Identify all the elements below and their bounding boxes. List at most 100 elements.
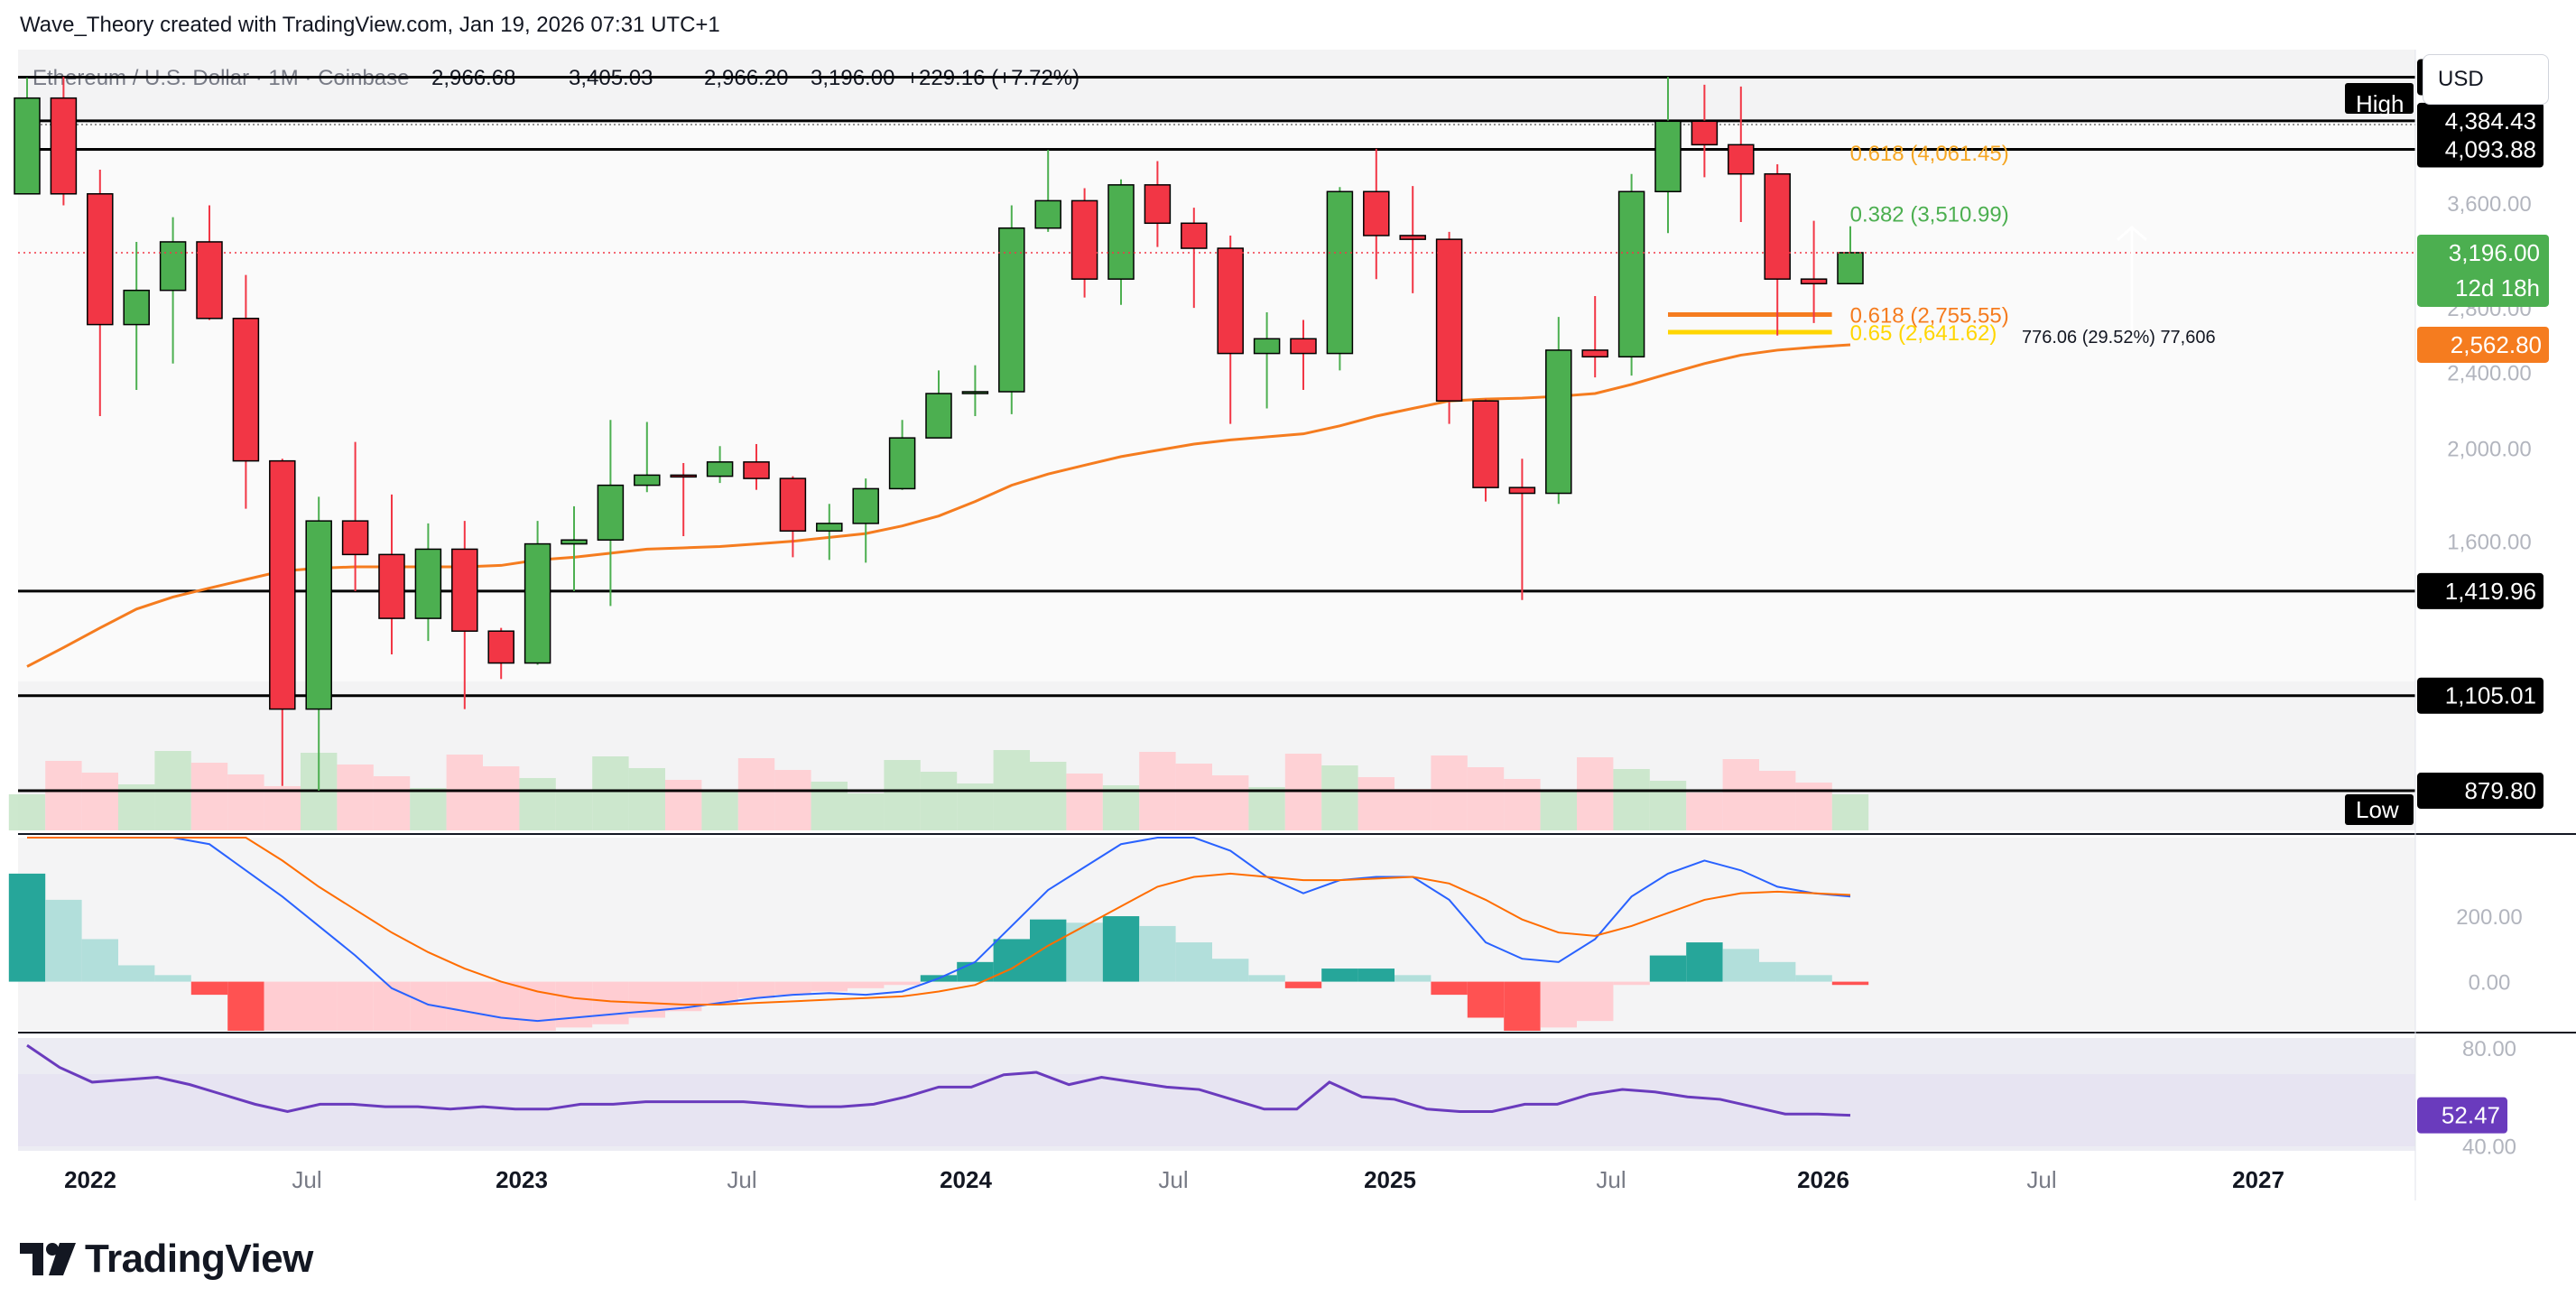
macd-bar xyxy=(1212,959,1249,982)
macd-bar xyxy=(811,981,848,992)
currency-button[interactable]: USD xyxy=(2423,54,2549,105)
macd-bar xyxy=(483,981,520,1031)
candle-down xyxy=(269,459,296,710)
candle-up xyxy=(1837,252,1864,285)
macd-bar xyxy=(848,981,885,988)
candle-down xyxy=(1581,349,1608,358)
high-marker-text: High xyxy=(2356,90,2404,117)
volume-bar xyxy=(701,792,738,830)
macd-bar xyxy=(1759,961,1796,982)
macd-bar xyxy=(81,939,118,982)
candle-down xyxy=(451,548,478,632)
macd-bar xyxy=(301,981,338,1031)
macd-bar xyxy=(1139,925,1176,982)
candle-down xyxy=(1070,199,1098,280)
candle-down xyxy=(1691,120,1719,146)
candle-up xyxy=(816,523,843,533)
macd-bar xyxy=(1321,968,1358,982)
volume-bar xyxy=(1686,792,1723,830)
level-label-bg xyxy=(2417,773,2544,810)
level-label-bg xyxy=(2417,572,2544,609)
volume-bar xyxy=(1431,755,1468,830)
volume-bar xyxy=(1248,787,1285,830)
volume-bar xyxy=(8,794,46,830)
rsi-axis-tick: 40.00 xyxy=(2462,1135,2516,1160)
candle-down xyxy=(779,477,807,533)
candle-up xyxy=(159,241,187,292)
macd-bar xyxy=(1613,981,1650,986)
candle-down xyxy=(1472,400,1499,488)
macd-bar xyxy=(337,981,374,1031)
x-axis-label: Jul xyxy=(727,1166,756,1193)
volume-bar xyxy=(81,773,118,830)
macd-bar xyxy=(227,981,264,1031)
volume-bar xyxy=(1649,781,1687,830)
macd-bar xyxy=(1795,975,1832,982)
macd-bar xyxy=(774,981,811,996)
level-label-bg xyxy=(2417,131,2544,168)
volume-bar xyxy=(774,770,811,830)
volume-bar xyxy=(1357,777,1395,830)
candle-down xyxy=(1217,247,1244,355)
candle-up xyxy=(123,289,150,326)
high-marker-bg xyxy=(2345,83,2414,114)
volume-bar xyxy=(446,755,483,830)
price-axis-tick: 1,600.00 xyxy=(2447,531,2531,555)
macd-bar xyxy=(8,873,46,982)
signal-line xyxy=(27,837,1851,1006)
macd-bar xyxy=(1504,981,1541,1031)
macd-bar xyxy=(555,981,593,1028)
macd-bar xyxy=(446,981,483,1031)
macd-histogram xyxy=(8,873,1869,1031)
candle-down xyxy=(670,474,697,478)
tradingview-logo[interactable]: TradingView xyxy=(20,1237,313,1282)
volume-bar xyxy=(1175,764,1212,830)
macd-bar xyxy=(1431,981,1468,996)
candle-down xyxy=(1764,172,1791,280)
volume-bar xyxy=(45,761,82,830)
rsi-value-label-bg xyxy=(2417,1097,2507,1134)
macd-bar xyxy=(737,981,775,998)
macd-bar xyxy=(1175,942,1212,982)
volume-bar xyxy=(483,766,520,830)
low-marker-text: Low xyxy=(2356,796,2399,823)
price-axis-tick: 2,400.00 xyxy=(2447,361,2531,385)
macd-bar xyxy=(592,981,629,1024)
candle-up xyxy=(1654,120,1682,193)
ema-value-label: 2,562.80 xyxy=(2451,331,2542,358)
macd-bar xyxy=(1686,942,1723,982)
x-axis-label: Jul xyxy=(2026,1166,2056,1193)
candle-up xyxy=(561,539,588,545)
volume-bar xyxy=(811,782,848,830)
macd-bar xyxy=(1395,975,1432,982)
level-label: 4,093.88 xyxy=(2445,136,2536,163)
candle-up xyxy=(888,437,916,490)
candle-up xyxy=(852,487,879,524)
fib-label: 0.618 (4,061.45) xyxy=(1850,142,2009,166)
macd-axis-tick: 0.00 xyxy=(2469,971,2511,996)
candle-up xyxy=(524,542,551,664)
macd-line xyxy=(27,837,1851,1023)
macd-bar xyxy=(1066,922,1103,982)
candle-up xyxy=(1034,199,1061,229)
rsi-band xyxy=(18,1074,2415,1146)
price-axis-tick: 2,000.00 xyxy=(2447,438,2531,462)
macd-bar xyxy=(1722,949,1759,982)
level-label-bg xyxy=(2417,102,2544,139)
volume-bar xyxy=(665,780,702,830)
current-price-tag xyxy=(2417,234,2549,307)
macd-bar xyxy=(1540,981,1577,1028)
candle-up xyxy=(1107,184,1135,280)
candle-up xyxy=(1326,190,1354,355)
volume-bar xyxy=(555,790,593,830)
candle-up xyxy=(706,461,734,477)
candle-down xyxy=(1800,278,1828,285)
volume-bar xyxy=(848,793,885,830)
x-axis-label: 2022 xyxy=(64,1166,116,1193)
volume-bar xyxy=(410,788,447,830)
rsi-axis-tick: 80.00 xyxy=(2462,1037,2516,1061)
candle-up xyxy=(14,97,41,195)
volume-bar xyxy=(264,786,301,830)
